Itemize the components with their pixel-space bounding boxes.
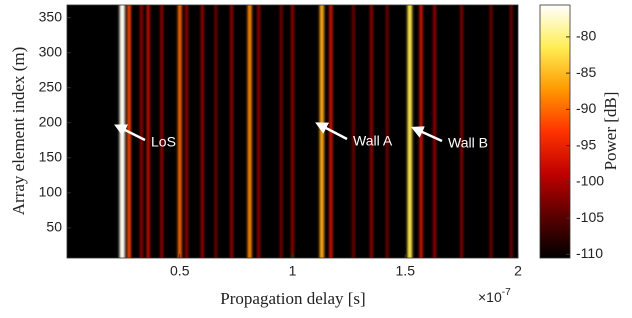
multiplier-base: ×10	[478, 289, 502, 305]
ridge	[201, 5, 204, 258]
ridge	[433, 5, 436, 258]
ridge	[460, 5, 463, 258]
y-tick-label: 200	[39, 113, 63, 129]
ridge	[320, 5, 324, 258]
multiplier-exponent: -7	[502, 287, 511, 298]
colorbar-label: Power [dB]	[601, 92, 620, 171]
x-tick-label: 1.5	[396, 263, 416, 279]
colorbar	[540, 5, 570, 258]
ridge	[490, 5, 492, 258]
colorbar-tick-label: -95	[576, 136, 596, 152]
ridge	[352, 5, 354, 258]
y-tick-label: 350	[39, 8, 63, 24]
colorbar-tick-label: -110	[576, 245, 603, 261]
ridge	[120, 5, 125, 258]
ridge	[291, 5, 294, 258]
colorbar-tick-label: -85	[576, 64, 596, 80]
ridge	[215, 5, 217, 258]
ridge	[257, 5, 260, 258]
y-tick-label: 250	[39, 78, 63, 94]
plot-area	[67, 5, 518, 258]
colorbar-tick-label: -100	[576, 173, 604, 189]
ridge	[160, 5, 163, 258]
x-tick-label: 2	[514, 263, 522, 279]
colorbar-tick-label: -105	[576, 209, 604, 225]
y-tick-label: 50	[46, 219, 62, 235]
page: LoS Wall A Wall B Propagation delay [s] …	[0, 0, 632, 318]
ridge	[178, 5, 182, 258]
x-axis-label: Propagation delay [s]	[220, 289, 365, 308]
colorbar-tick-label: -90	[576, 100, 596, 116]
x-tick-label: 1	[289, 263, 297, 279]
ridge	[185, 5, 188, 258]
annotation: Wall B	[448, 135, 488, 151]
colorbar-tick-label: -80	[576, 28, 596, 44]
ridge	[147, 5, 150, 258]
ridge	[370, 5, 373, 258]
ridge	[386, 5, 388, 258]
y-tick-label: 150	[39, 148, 63, 164]
ridge	[407, 5, 412, 258]
ridge	[510, 5, 512, 258]
annotation: LoS	[151, 134, 176, 150]
x-multiplier: ×10-7	[478, 287, 511, 305]
y-tick-label: 100	[39, 184, 63, 200]
annotation: Wall A	[353, 133, 393, 149]
ridge	[248, 5, 252, 258]
y-tick-label: 300	[39, 43, 63, 59]
ridge	[230, 5, 233, 258]
ridge	[140, 5, 143, 258]
ridge	[280, 5, 282, 258]
y-axis-label: Array element index (m)	[9, 47, 28, 216]
x-tick-label: 0.5	[170, 263, 190, 279]
chart: LoS Wall A Wall B Propagation delay [s] …	[0, 0, 632, 318]
